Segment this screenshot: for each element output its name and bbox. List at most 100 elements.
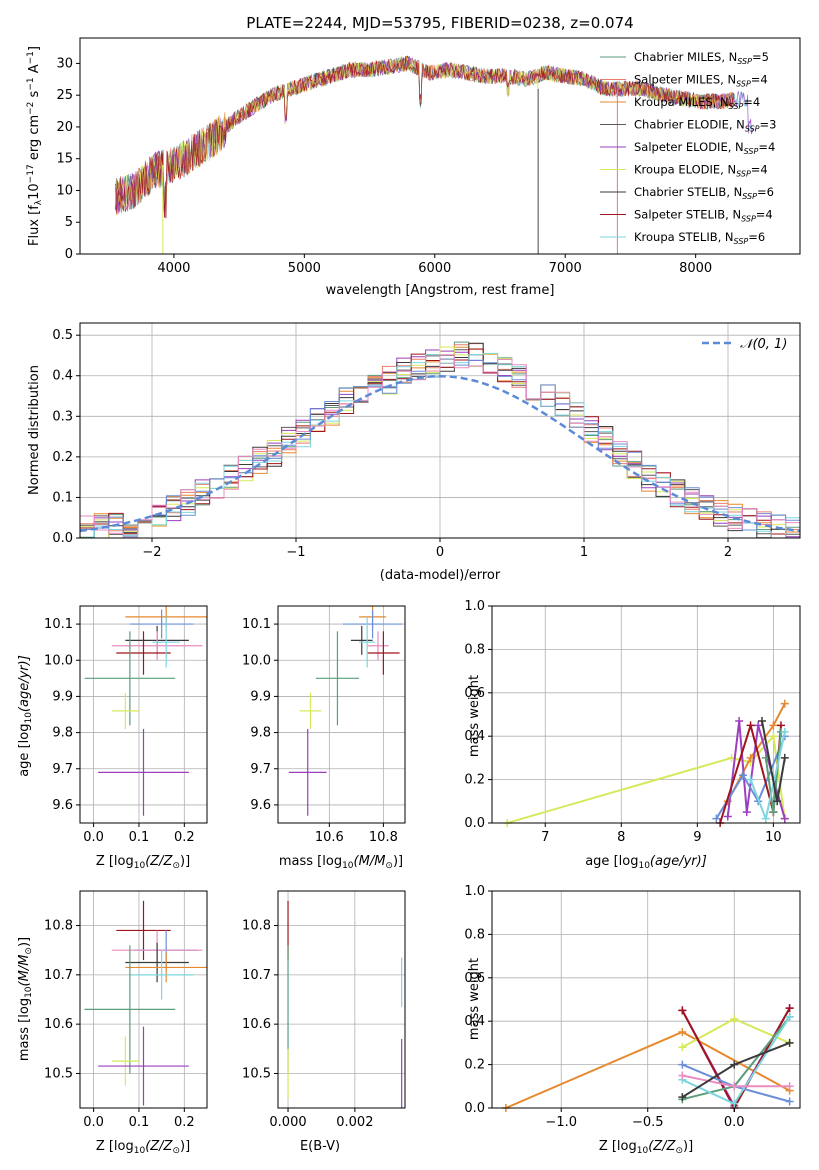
spectrum-ylabel-part: 10 — [27, 183, 42, 200]
gaussian-legend-label: 𝒩(0, 1) — [740, 337, 787, 352]
mass-weight-marker — [780, 699, 789, 708]
spectrum-ytick-label: 20 — [56, 120, 73, 135]
legend-label: Salpeter ELODIE, NSSP=4 — [634, 140, 775, 156]
spectrum-ylabel-part: −1 — [26, 77, 36, 90]
mass-weight-marker — [678, 1006, 687, 1015]
xtick-label: 0.2 — [174, 830, 195, 845]
ytick-label: 1.0 — [464, 599, 485, 614]
spectrum-ylabel-part: erg cm — [27, 115, 42, 164]
ytick-label: 0.0 — [464, 1101, 485, 1116]
histogram-step — [80, 354, 800, 539]
histogram-xlabel: (data-model)/error — [380, 568, 501, 583]
spectrum-xtick-label: 7000 — [549, 261, 582, 276]
legend-label: Salpeter MILES, NSSP=4 — [634, 73, 768, 89]
mass-ebv-xlabel: E(B-V) — [300, 1139, 340, 1154]
mw-age-ylabel: mass weight — [467, 675, 482, 757]
spectrum-ytick-label: 30 — [56, 56, 73, 71]
panel-frame — [277, 605, 406, 824]
mass-weight-marker — [769, 808, 778, 817]
spectrum-frame — [79, 37, 801, 255]
ytick-label: 0.6 — [464, 686, 485, 701]
legend-label: Kroupa ELODIE, NSSP=4 — [634, 163, 768, 179]
legend-label: Salpeter STELIB, NSSP=4 — [634, 208, 773, 224]
histogram-ytick-label: 0.1 — [52, 490, 73, 505]
residual-histogram-panel: −2 −1 0 1 2 0.0 0.1 0.2 0.3 0.4 0.5 (data-model)/e… — [27, 322, 801, 583]
massweight-vs-Z-panel: −1.0 −0.5 0.0 0.0 0.2 0.4 0.6 0.8 1.0 — [464, 884, 801, 1130]
mass-weight-marker — [780, 753, 789, 762]
mass-weight-marker — [678, 1071, 687, 1080]
ytick-label: 0.2 — [464, 773, 485, 788]
spectrum-ylabel: Flux [fλ10−17 erg cm−2 s−1 A−1] — [26, 46, 44, 246]
xtick-label: 0.2 — [174, 1115, 195, 1130]
ytick-label: 0.4 — [464, 1014, 485, 1029]
mw-Z-ylabel: mass weight — [467, 958, 482, 1040]
mass-weight-marker — [742, 808, 751, 817]
legend-label: Kroupa STELIB, NSSP=6 — [634, 230, 765, 246]
spectrum-panel: 4000 5000 6000 7000 8000 0 5 10 15 20 25 30 wavelen… — [26, 37, 801, 298]
mass-weight-marker — [785, 1097, 794, 1106]
histogram-xtick-label: 0 — [436, 545, 444, 560]
histogram-xtick-label: 1 — [580, 545, 588, 560]
age-vs-mass-panel: 10.6 10.8 9.6 9.7 9.8 9.9 10.0 10.1 — [242, 605, 406, 845]
legend-label: Chabrier STELIB, NSSP=6 — [634, 185, 774, 201]
spectrum-lines — [114, 55, 754, 254]
xtick-label: 0.1 — [129, 830, 150, 845]
ytick-label: 9.7 — [52, 762, 73, 777]
spectrum-xlabel: wavelength [Angstrom, rest frame] — [326, 283, 555, 298]
xtick-label: 0.0 — [83, 830, 104, 845]
mass-weight-marker — [780, 727, 789, 736]
spectrum-ylabel-part: A — [27, 64, 42, 77]
spectrum-ytick-label: 10 — [56, 183, 73, 198]
histogram-axes: −2 −1 0 1 2 0.0 0.1 0.2 0.3 0.4 0.5 — [52, 328, 732, 560]
mass-weight-marker — [730, 1060, 739, 1069]
ytick-label: 0.6 — [464, 971, 485, 986]
spectrum-ytick-label: 0 — [65, 247, 73, 262]
panel-frame — [79, 890, 208, 1109]
age-Z-xlabel: Z [log10(Z/Z⊙)] — [96, 854, 190, 871]
mass-weight-marker — [738, 771, 747, 780]
mass-weight-line — [681, 1007, 791, 1108]
histogram-ylabel: Normed distribution — [27, 365, 42, 495]
histogram-xtick-label: −1 — [286, 545, 305, 560]
mass-vs-ebv-panel: 0.000 0.002 10.5 10.6 10.7 10.8 — [242, 890, 406, 1130]
ytick-label: 10.0 — [44, 653, 73, 668]
spectrum-axes: 4000 5000 6000 7000 8000 0 5 10 15 20 25 30 — [56, 56, 712, 276]
ytick-label: 9.6 — [52, 798, 73, 813]
ytick-label: 0.0 — [464, 816, 485, 831]
histogram-bars — [79, 341, 801, 539]
mass-weight-marker — [785, 1004, 794, 1013]
ytick-label: 10.7 — [242, 968, 271, 983]
ytick-label: 10.7 — [44, 968, 73, 983]
ytick-label: 9.9 — [250, 689, 271, 704]
mass-weight-marker — [785, 1082, 794, 1091]
legend-label: Chabrier MILES, NSSP=5 — [634, 50, 769, 66]
xtick-label: 0.002 — [336, 1115, 373, 1130]
mass-weight-marker — [730, 1082, 739, 1091]
xtick-label: 9 — [693, 830, 701, 845]
mass-weight-marker — [678, 1093, 687, 1102]
mass-weight-marker — [769, 732, 778, 741]
mass-weight-line — [681, 1007, 791, 1111]
histogram-xtick-label: 2 — [724, 545, 732, 560]
mass-weight-marker — [678, 1028, 687, 1037]
panel-frame — [491, 890, 801, 1109]
histogram-ytick-label: 0.3 — [52, 409, 73, 424]
mass-weight-marker — [723, 812, 732, 821]
mass-weight-marker — [780, 814, 789, 823]
mass-weight-marker — [761, 814, 770, 823]
ytick-label: 1.0 — [464, 884, 485, 899]
mass-weight-marker — [746, 721, 755, 730]
spectrum-ylabel-part: λ — [34, 199, 44, 205]
xtick-label: 10 — [765, 830, 782, 845]
age-vs-Z-panel: 0.0 0.1 0.2 9.6 9.7 9.8 9.9 10.0 10.1 — [44, 605, 208, 845]
ytick-label: 9.8 — [250, 726, 271, 741]
ytick-label: 10.8 — [242, 919, 271, 934]
mw-age-xlabel: age [log10(age/yr)] — [585, 854, 707, 871]
mass-weight-marker — [678, 1043, 687, 1052]
age-mass-xlabel: mass [log10(M/M⊙)] — [279, 854, 403, 871]
xtick-label: 10.6 — [315, 830, 344, 845]
xtick-label: 0.1 — [129, 1115, 150, 1130]
spectrum-xtick-label: 5000 — [288, 261, 321, 276]
spectrum-ytick-label: 25 — [56, 88, 73, 103]
